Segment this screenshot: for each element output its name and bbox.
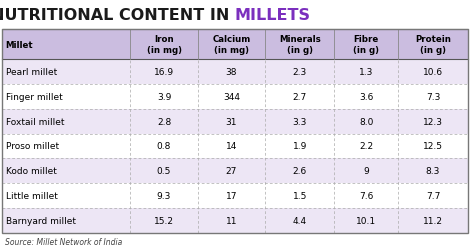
Text: 7.7: 7.7 (426, 192, 440, 200)
Text: 8.0: 8.0 (359, 117, 373, 126)
Text: Fibre
(in g): Fibre (in g) (353, 35, 379, 55)
Bar (2, 30, 468, 233)
Text: 15.2: 15.2 (154, 216, 174, 225)
Text: 10.1: 10.1 (356, 216, 376, 225)
Bar (2, 30, 468, 60)
Text: 11: 11 (226, 216, 237, 225)
Text: 344: 344 (223, 92, 240, 101)
Text: 2.6: 2.6 (292, 167, 307, 176)
Text: 3.3: 3.3 (292, 117, 307, 126)
Text: 17: 17 (226, 192, 237, 200)
Text: 38: 38 (226, 68, 237, 77)
Text: 2.7: 2.7 (292, 92, 307, 101)
Text: 14: 14 (226, 142, 237, 151)
Text: 9: 9 (363, 167, 369, 176)
Text: MILLETS: MILLETS (235, 8, 311, 23)
Text: 1.5: 1.5 (292, 192, 307, 200)
Text: 8.3: 8.3 (426, 167, 440, 176)
Bar (2, 84, 468, 109)
Text: Source: Millet Network of India: Source: Millet Network of India (5, 237, 122, 246)
Bar (2, 1, 468, 30)
Text: 4.4: 4.4 (293, 216, 307, 225)
Text: 27: 27 (226, 167, 237, 176)
Text: NUTRITIONAL CONTENT IN: NUTRITIONAL CONTENT IN (0, 8, 235, 23)
Text: Pearl millet: Pearl millet (6, 68, 57, 77)
Bar (2, 183, 468, 208)
Text: 10.6: 10.6 (423, 68, 443, 77)
Text: 12.5: 12.5 (423, 142, 443, 151)
Text: 2.3: 2.3 (292, 68, 307, 77)
Text: 0.5: 0.5 (157, 167, 171, 176)
Text: Barnyard millet: Barnyard millet (6, 216, 76, 225)
Bar (2, 109, 468, 134)
Text: Millet: Millet (6, 41, 33, 49)
Text: 31: 31 (226, 117, 237, 126)
Text: Finger millet: Finger millet (6, 92, 63, 101)
Text: Foxtail millet: Foxtail millet (6, 117, 64, 126)
Text: 11.2: 11.2 (423, 216, 443, 225)
Text: 7.6: 7.6 (359, 192, 373, 200)
Text: Protein
(in g): Protein (in g) (415, 35, 451, 55)
Text: 3.6: 3.6 (359, 92, 373, 101)
Text: 7.3: 7.3 (426, 92, 440, 101)
Text: 9.3: 9.3 (157, 192, 171, 200)
Bar (2, 159, 468, 183)
Text: 2.8: 2.8 (157, 117, 171, 126)
Text: 1.3: 1.3 (359, 68, 373, 77)
Text: 12.3: 12.3 (423, 117, 443, 126)
Text: 2.2: 2.2 (359, 142, 373, 151)
Text: Iron
(in mg): Iron (in mg) (147, 35, 181, 55)
Text: Minerals
(in g): Minerals (in g) (279, 35, 321, 55)
Text: Proso millet: Proso millet (6, 142, 59, 151)
Bar (2, 208, 468, 233)
Text: 1.9: 1.9 (292, 142, 307, 151)
Text: 16.9: 16.9 (154, 68, 174, 77)
Text: Little millet: Little millet (6, 192, 57, 200)
Text: 0.8: 0.8 (157, 142, 171, 151)
Bar (2, 134, 468, 159)
Text: 3.9: 3.9 (157, 92, 171, 101)
Bar (2, 60, 468, 84)
Text: Kodo millet: Kodo millet (6, 167, 56, 176)
Text: Calcium
(in mg): Calcium (in mg) (212, 35, 251, 55)
